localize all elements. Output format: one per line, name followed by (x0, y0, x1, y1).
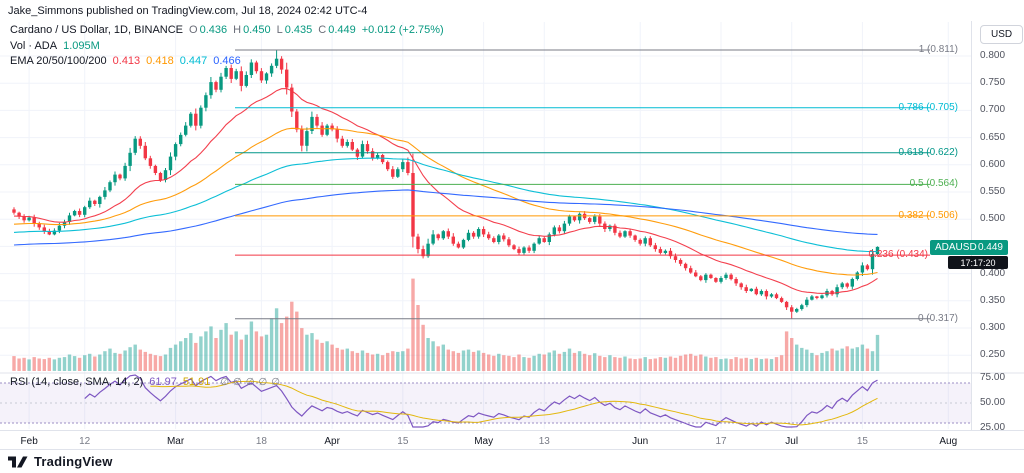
close-label: C (318, 24, 327, 36)
fib-label-1: 1 (0.811) (918, 44, 958, 56)
candlestick-layer (12, 50, 880, 319)
countdown-text: 17:17:20 (960, 257, 996, 268)
time-tick-Feb: Feb (20, 436, 38, 447)
footer-bar: TradingView (0, 449, 1024, 473)
tradingview-brand[interactable]: TradingView (34, 454, 113, 469)
volume-layer (12, 278, 880, 372)
bar-countdown-badge: 17:17:20 (948, 256, 1008, 269)
ema-20-line (13, 88, 878, 294)
attribution-text: Jake_Simmons published on TradingView.co… (8, 5, 368, 17)
fib-label-0.236: 0.236 (0.434) (868, 249, 929, 261)
time-tick-Apr: Apr (324, 436, 340, 447)
price-axis-label: 0.350 (980, 294, 1006, 306)
price-axis-label: 0.250 (980, 349, 1006, 361)
ema-200-line (13, 189, 878, 246)
time-tick-18: 18 (255, 436, 267, 447)
fib-retracement-lines (235, 49, 930, 320)
fib-label-0.618: 0.618 (0.622) (898, 146, 959, 158)
tradingview-logo-icon[interactable] (8, 455, 28, 469)
price-axis[interactable]: USD 0.800 0.750 0.700 0.650 0.600 0.550 0.500 0… (971, 21, 1024, 433)
ema-100-line (13, 157, 878, 253)
ema-100-value: 0.447 (179, 55, 208, 67)
rsi-empty-icons: ∅ ∅ ∅ ∅ ∅ (220, 377, 280, 388)
rsi-axis-label: 25.00 (980, 422, 1006, 433)
rsi-sma-value: 51.91 (182, 376, 211, 388)
ema-label: EMA 20/50/100/200 (10, 55, 107, 67)
low-label: L (276, 24, 283, 36)
price-axis-label: 0.600 (980, 158, 1006, 170)
fib-label-0: 0 (0.317) (917, 312, 958, 324)
open-value: 0.436 (199, 24, 228, 36)
ema-200-value: 0.466 (213, 55, 241, 67)
low-value: 0.435 (284, 24, 313, 36)
price-axis-label: 0.300 (980, 322, 1006, 333)
volume-legend[interactable]: Vol · ADA 1.095M (10, 40, 100, 52)
change-value: +0.012 (+2.75%) (361, 24, 444, 36)
rsi-hidden-value-icon: ∅ (245, 376, 255, 388)
high-value: 0.450 (243, 24, 271, 36)
price-axis-label: 0.800 (980, 50, 1006, 61)
ema-50-line (13, 127, 878, 276)
time-tick-15: 15 (397, 436, 409, 447)
time-tick-Aug: Aug (939, 436, 958, 447)
rsi-band (0, 382, 971, 424)
open-label: O (189, 24, 198, 36)
rsi-line (84, 374, 878, 428)
price-axis-label: 0.750 (980, 77, 1006, 89)
badge-price-text: 0.449 (977, 242, 1003, 253)
rsi-sma-line (150, 380, 878, 426)
time-tick-Mar: Mar (166, 436, 185, 447)
symbol-title: Cardano / US Dollar, 1D, BINANCE (10, 24, 184, 36)
current-price-badge: ADAUSD 0.449 (930, 240, 1008, 255)
time-tick-12: 12 (79, 436, 91, 447)
fib-label-0.786: 0.786 (0.705) (898, 101, 959, 113)
ema-50-value: 0.418 (146, 55, 174, 67)
rsi-axis-label: 50.00 (980, 397, 1006, 408)
volume-value: 1.095M (63, 40, 100, 52)
ema-legend[interactable]: EMA 20/50/100/200 0.413 0.418 0.447 0.46… (10, 55, 241, 67)
rsi-hidden-value-icon: ∅ (271, 376, 280, 388)
attribution-bar: Jake_Simmons published on TradingView.co… (0, 0, 1024, 21)
price-axis-label: 0.500 (980, 213, 1006, 225)
time-axis[interactable]: Feb 12 Mar 18 Apr 15 May 13 Jun 17 Jul 15 Aug (0, 430, 1024, 451)
rsi-hidden-value-icon: ∅ (233, 376, 242, 388)
currency-tab[interactable]: USD (980, 25, 1024, 44)
price-axis-label: 0.700 (980, 104, 1006, 116)
time-tick-13: 13 (538, 436, 550, 447)
time-tick-15: 15 (856, 436, 868, 447)
fib-label-0.382: 0.382 (0.506) (898, 209, 959, 221)
symbol-legend[interactable]: Cardano / US Dollar, 1D, BINANCE O 0.436… (10, 24, 444, 36)
time-tick-May: May (474, 436, 494, 447)
high-label: H (233, 24, 242, 36)
time-tick-17: 17 (715, 436, 727, 447)
volume-label: Vol · ADA (10, 40, 58, 52)
rsi-label: RSI (14, close, SMA, 14, 2) (10, 376, 144, 388)
price-axis-label: 0.400 (980, 267, 1006, 279)
rsi-axis-label: 75.00 (980, 372, 1006, 383)
rsi-legend[interactable]: RSI (14, close, SMA, 14, 2) 61.97 51.91 … (10, 376, 280, 388)
close-value: 0.449 (328, 24, 356, 36)
fib-label-0.5: 0.5 (0.564) (909, 178, 958, 190)
rsi-hidden-value-icon: ∅ (258, 376, 268, 388)
grid-horizontal (0, 55, 971, 356)
rsi-hidden-value-icon: ∅ (220, 376, 230, 388)
ema-20-value: 0.413 (112, 55, 141, 67)
time-tick-Jul: Jul (785, 436, 799, 447)
price-axis-label: 0.650 (980, 131, 1006, 143)
rsi-value: 61.97 (149, 376, 177, 388)
price-axis-label: 0.550 (980, 186, 1006, 197)
time-tick-Jun: Jun (632, 436, 649, 447)
badge-symbol-text: ADAUSD (935, 242, 977, 253)
